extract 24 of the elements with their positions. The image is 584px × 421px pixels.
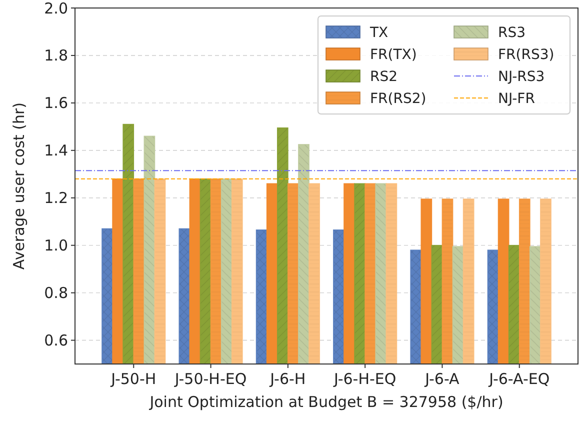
- y-tick-label: 1.4: [44, 142, 68, 160]
- legend-label: FR(TX): [370, 46, 417, 63]
- y-axis-title: Average user cost (hr): [10, 102, 28, 270]
- x-axis-title: Joint Optimization at Budget B = 327958 ($/hr): [148, 393, 504, 411]
- y-tick-label: 2.0: [44, 0, 68, 18]
- legend-label: TX: [369, 24, 389, 41]
- legend-label: FR(RS3): [498, 46, 554, 63]
- y-tick-label: 1.6: [44, 94, 68, 112]
- legend-label: NJ-FR: [498, 90, 536, 107]
- y-tick-label: 0.6: [44, 332, 68, 350]
- y-tick-label: 0.8: [44, 284, 68, 302]
- x-tick-label: J-50-H-EQ: [174, 370, 247, 388]
- x-tick-label: J-6-H: [269, 370, 306, 388]
- x-tick-label: J-6-A: [424, 370, 460, 388]
- x-tick-label: J-6-A-EQ: [488, 370, 550, 388]
- legend-label: RS2: [370, 68, 398, 85]
- y-tick-label: 1.0: [44, 236, 68, 255]
- y-tick-label: 1.2: [44, 189, 68, 208]
- y-tick-label: 1.8: [44, 46, 68, 65]
- legend-label: FR(RS2): [370, 90, 426, 107]
- legend-label: NJ-RS3: [498, 68, 545, 85]
- x-tick-label: J-6-H-EQ: [332, 370, 396, 388]
- legend-label: RS3: [498, 24, 526, 41]
- x-tick-label: J-50-H: [110, 370, 156, 388]
